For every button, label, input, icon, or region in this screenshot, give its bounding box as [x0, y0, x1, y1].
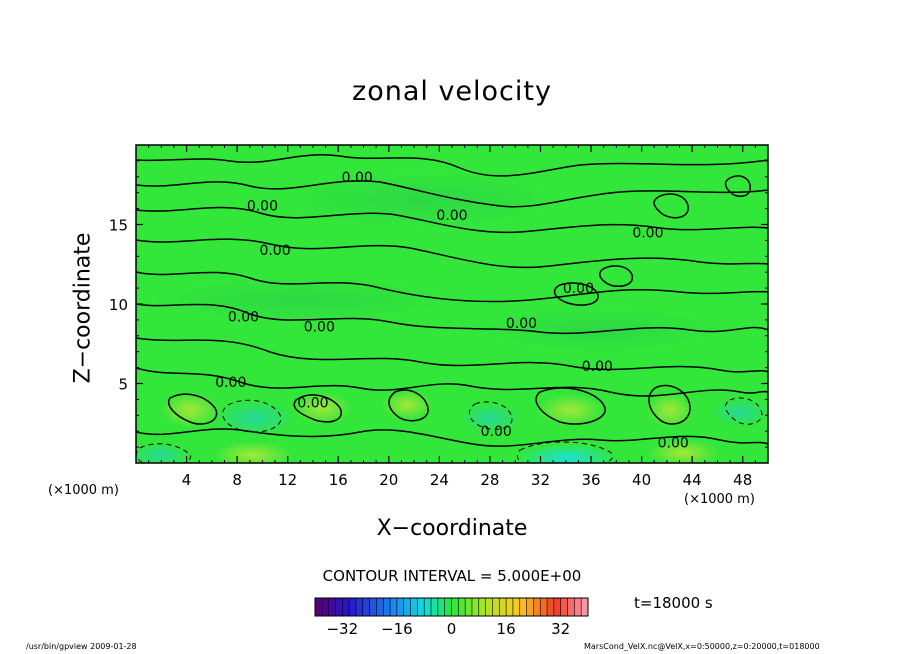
colorbar-swatch: [390, 598, 398, 616]
colorbar-swatch: [369, 598, 377, 616]
footer-left: /usr/bin/gpview 2009-01-28: [26, 642, 137, 651]
contour-label: 0.00: [481, 424, 512, 440]
time-label: t=18000 s: [634, 594, 713, 612]
colorbar-swatch: [417, 598, 425, 616]
colorbar-tick-label: 0: [447, 620, 457, 638]
colorbar-swatch: [410, 598, 418, 616]
colorbar-swatch: [506, 598, 514, 616]
x-tick-label: 28: [480, 471, 499, 489]
colorbar-swatch: [431, 598, 439, 616]
x-tick-label: 16: [329, 471, 348, 489]
colorbar-swatch: [349, 598, 357, 616]
x-tick-label: 36: [581, 471, 600, 489]
x-tick-label: 48: [733, 471, 752, 489]
contour-interval-label: CONTOUR INTERVAL = 5.000E+00: [322, 567, 582, 585]
x-tick-label: 32: [531, 471, 550, 489]
contour-label: 0.00: [304, 319, 335, 335]
colorbar-swatch: [376, 598, 384, 616]
x-axis-label: X−coordinate: [376, 516, 528, 541]
colorbar-swatch: [335, 598, 343, 616]
colorbar-swatch: [478, 598, 486, 616]
x-axis-unit-right: (×1000 m): [684, 492, 755, 507]
contour-label: 0.00: [215, 375, 246, 391]
colorbar-swatch: [581, 598, 589, 616]
x-axis-unit-left: (×1000 m): [48, 483, 119, 498]
colorbar-swatch: [492, 598, 500, 616]
colorbar-swatch: [519, 598, 527, 616]
colorbar-swatch: [424, 598, 432, 616]
colorbar-swatch: [471, 598, 480, 616]
contour-label: 0.00: [436, 208, 467, 224]
contour-label: 0.00: [297, 396, 328, 412]
colorbar-tick-label: −32: [326, 620, 358, 638]
negative-contour-lines: [136, 397, 763, 463]
colorbar-tick-label: 16: [497, 620, 516, 638]
colorbar-swatch: [362, 598, 370, 616]
colorbar-swatch: [328, 598, 336, 616]
contour-label: 0.00: [632, 225, 663, 241]
colorbar-swatch: [553, 598, 561, 616]
colorbar-swatch: [321, 598, 329, 616]
colorbar-swatch: [574, 598, 582, 616]
chart-title: zonal velocity: [352, 76, 552, 107]
x-tick-label: 4: [182, 471, 192, 489]
colorbar-swatch: [403, 598, 411, 616]
colorbar-swatch: [465, 598, 473, 616]
colorbar-swatch: [560, 598, 568, 616]
x-tick-label: 8: [232, 471, 242, 489]
colorbar-swatch: [567, 598, 575, 616]
colorbar-swatch: [547, 598, 555, 616]
x-tick-label: 24: [430, 471, 449, 489]
colorbar-swatch: [437, 598, 445, 616]
colorbar-swatch: [485, 598, 493, 616]
colorbar-swatch: [444, 598, 452, 616]
contour-label: 0.00: [563, 281, 594, 297]
colorbar-swatch: [540, 598, 548, 616]
colorbar-swatch: [342, 598, 350, 616]
contour-label: 0.00: [342, 170, 373, 186]
contour-label: 0.00: [259, 243, 290, 259]
contour-label: 0.00: [228, 310, 259, 326]
colorbar-swatch: [451, 598, 459, 616]
y-tick-label: 15: [109, 217, 128, 235]
colorbar-tick-label: −16: [381, 620, 413, 638]
contour-label: 0.00: [247, 198, 278, 214]
colorbar-swatch: [526, 598, 534, 616]
y-tick-label: 10: [109, 296, 128, 314]
colorbar-tick-label: 32: [551, 620, 570, 638]
colorbar-swatch: [499, 598, 507, 616]
colorbar-swatch: [458, 598, 466, 616]
colorbar-swatch: [383, 598, 391, 616]
contour-label: 0.00: [506, 316, 537, 332]
colorbar-swatch: [396, 598, 405, 616]
x-tick-label: 12: [278, 471, 297, 489]
colorbar: [314, 597, 589, 617]
contour-label: 0.00: [658, 435, 689, 451]
footer-right: MarsCond_VelX.nc@VelX,x=0:50000,z=0:2000…: [584, 642, 820, 651]
contour-label: 0.00: [582, 359, 613, 375]
y-tick-label: 5: [118, 376, 128, 394]
colorbar-swatch: [533, 598, 541, 616]
colorbar-swatch: [355, 598, 364, 616]
colorbar-frame: [314, 597, 589, 617]
x-tick-label: 20: [379, 471, 398, 489]
x-tick-label: 40: [632, 471, 651, 489]
colorbar-swatch: [315, 598, 323, 616]
x-tick-label: 44: [683, 471, 702, 489]
colorbar-swatch: [512, 598, 521, 616]
